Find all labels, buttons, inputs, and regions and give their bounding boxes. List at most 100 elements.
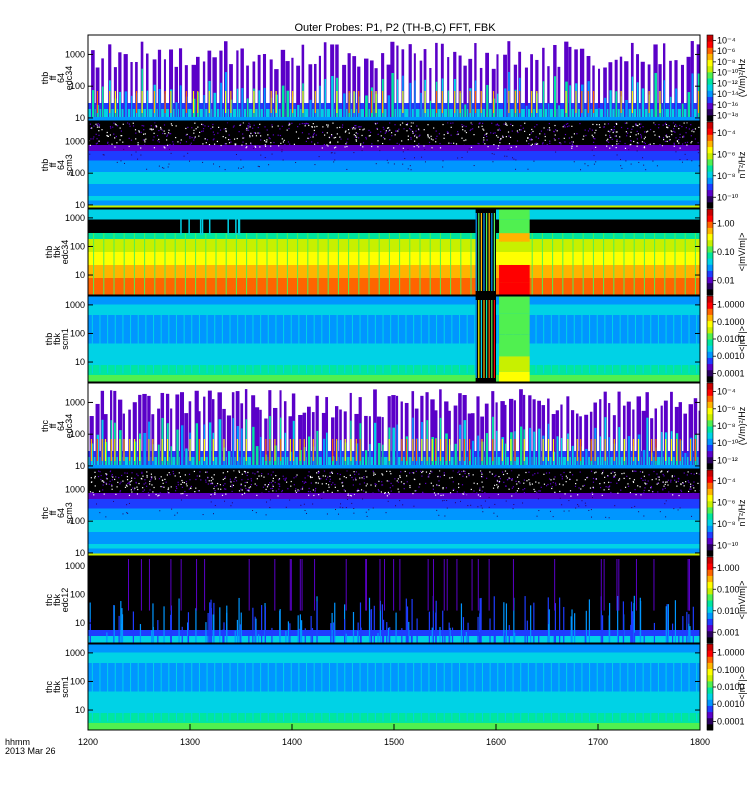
colorbar-label: (V/m)²/Hz (737, 406, 747, 445)
panel-label-line: thb (44, 246, 54, 259)
colorbar: 0.01 0.10 1.00<|mV/m|> (706, 208, 747, 296)
colorbar-tick-label: 1.0000 (717, 648, 745, 658)
y-tick-label: 10 (75, 200, 85, 210)
panel-label-line: thc (40, 507, 50, 520)
colorbar-tick-label: 10⁻¹² (717, 455, 738, 465)
panel-label-line: scm1 (60, 676, 70, 698)
panel-0: 101001000thbff64edc3410⁻¹⁸10⁻¹⁶10⁻¹⁴10⁻¹… (40, 34, 747, 123)
colorbar-label: nT²/Hz (737, 499, 747, 527)
colorbar-tick-label: 10⁻⁸ (717, 57, 736, 67)
date-label: 2013 Mar 26 (5, 746, 56, 756)
panel-label-line: 64 (56, 421, 66, 431)
colorbar-tick-label: 10⁻⁶ (717, 46, 736, 56)
y-tick-label: 100 (70, 676, 85, 686)
colorbar-tick-label: 10⁻¹⁰ (717, 438, 739, 448)
y-tick-label: 1000 (65, 49, 85, 59)
colorbar-label: <|nT|> (737, 326, 747, 352)
panel-label-line: thb (40, 72, 50, 85)
time-units-label: hhmm (5, 737, 30, 747)
x-tick-label: 1300 (180, 737, 200, 747)
colorbar-tick-label: 0.0010 (717, 699, 745, 709)
panel-label-line: scm3 (64, 154, 74, 176)
y-tick-label: 1000 (65, 136, 85, 146)
colorbar-tick-label: 10⁻⁴ (717, 128, 736, 138)
panel-label-line: edc34 (60, 240, 70, 265)
colorbar-tick-label: 10⁻¹⁰ (717, 192, 739, 202)
colorbar-tick-label: 10⁻⁴ (717, 387, 736, 397)
x-tick-label: 1200 (78, 737, 98, 747)
colorbar-tick-label: 10⁻¹⁶ (717, 100, 739, 110)
colorbar-tick-label: 0.10 (717, 247, 735, 257)
colorbar-tick-label: 10⁻⁸ (717, 171, 736, 181)
panel-4: 101001000thcff64edc3410⁻¹²10⁻¹⁰10⁻⁸10⁻⁶1… (40, 382, 747, 471)
y-tick-label: 100 (70, 429, 85, 439)
panel-label-line: ff (48, 423, 58, 428)
colorbar-tick-label: 0.100 (717, 584, 740, 594)
y-tick-label: 100 (70, 241, 85, 251)
colorbar-tick-label: 0.0100 (717, 682, 745, 692)
panel-label-line: ff (48, 162, 58, 167)
colorbar-tick-label: 10⁻¹⁸ (717, 111, 739, 121)
colorbar-label: nT²/Hz (737, 151, 747, 179)
colorbar-tick-label: 0.0001 (717, 716, 745, 726)
colorbar: 10⁻¹² 10⁻¹⁰ 10⁻⁸ 10⁻⁶ 10⁻⁴(V/m)²/Hz (706, 382, 747, 470)
panel-label-line: 64 (56, 160, 66, 170)
colorbar-tick-label: 10⁻¹⁴ (717, 89, 739, 99)
colorbar: 0.0001 0.0010 0.0100 0.1000 1.0000 <|nT|> (706, 295, 747, 383)
panel-label-line: ff (48, 75, 58, 80)
y-tick-label: 100 (70, 81, 85, 91)
y-tick-label: 10 (75, 270, 85, 280)
colorbar-tick-label: 0.0010 (717, 351, 745, 361)
y-tick-label: 100 (70, 168, 85, 178)
x-tick-label: 1800 (690, 737, 710, 747)
colorbar-tick-label: 0.01 (717, 276, 735, 286)
y-tick-label: 10 (75, 618, 85, 628)
colorbar: 0.001 0.010 0.100 1.000 <|mV/m|> (706, 556, 747, 644)
y-tick-label: 1000 (65, 484, 85, 494)
panel-label-line: thc (44, 594, 54, 607)
colorbar-tick-label: 10⁻⁸ (717, 519, 736, 529)
panel-label-line: ff (48, 510, 58, 515)
y-tick-label: 100 (70, 516, 85, 526)
y-tick-label: 10 (75, 357, 85, 367)
panel-label-line: 64 (56, 73, 66, 83)
y-tick-label: 1000 (65, 213, 85, 223)
x-tick-label: 1500 (384, 737, 404, 747)
colorbar-label: <|mV/m|> (737, 233, 747, 272)
panel-label-line: edc34 (64, 414, 74, 439)
colorbar-tick-label: 0.001 (717, 627, 740, 637)
colorbar-tick-label: 10⁻¹² (717, 78, 738, 88)
y-tick-label: 1000 (65, 300, 85, 310)
colorbar-tick-label: 1.0000 (717, 300, 745, 310)
colorbar-label: (V/m)²/Hz (737, 58, 747, 97)
x-tick-label: 1400 (282, 737, 302, 747)
colorbar-tick-label: 10⁻¹⁰ (717, 68, 739, 78)
colorbar-tick-label: 0.010 (717, 606, 740, 616)
panel-label-line: fbk (52, 681, 62, 694)
colorbar-tick-label: 10⁻⁴ (717, 35, 736, 45)
colorbar: 0.0001 0.0010 0.0100 0.1000 1.0000 <|nT|> (706, 643, 747, 731)
y-tick-label: 10 (75, 113, 85, 123)
y-tick-label: 1000 (65, 648, 85, 658)
y-tick-label: 1000 (65, 561, 85, 571)
panel-label-line: fbk (52, 333, 62, 346)
figure-title: Outer Probes: P1, P2 (TH-B,C) FFT, FBK (294, 22, 496, 34)
colorbar-tick-label: 10⁻⁶ (717, 149, 736, 159)
colorbar-tick-label: 10⁻⁴ (717, 476, 736, 486)
y-tick-label: 10 (75, 548, 85, 558)
panels: 101001000thbff64edc3410⁻¹⁸10⁻¹⁶10⁻¹⁴10⁻¹… (40, 34, 747, 731)
colorbar-tick-label: 0.0100 (717, 334, 745, 344)
x-tick-label: 1600 (486, 737, 506, 747)
panel-label-line: scm1 (60, 328, 70, 350)
panel-label-line: thc (40, 420, 50, 433)
colorbar: 10⁻¹⁰ 10⁻⁸ 10⁻⁶ 10⁻⁴ nT²/Hz (706, 121, 747, 209)
y-tick-label: 100 (70, 589, 85, 599)
panel-label-line: edc34 (64, 66, 74, 91)
colorbar-tick-label: 10⁻⁸ (717, 421, 736, 431)
colorbar-tick-label: 10⁻⁶ (717, 497, 736, 507)
